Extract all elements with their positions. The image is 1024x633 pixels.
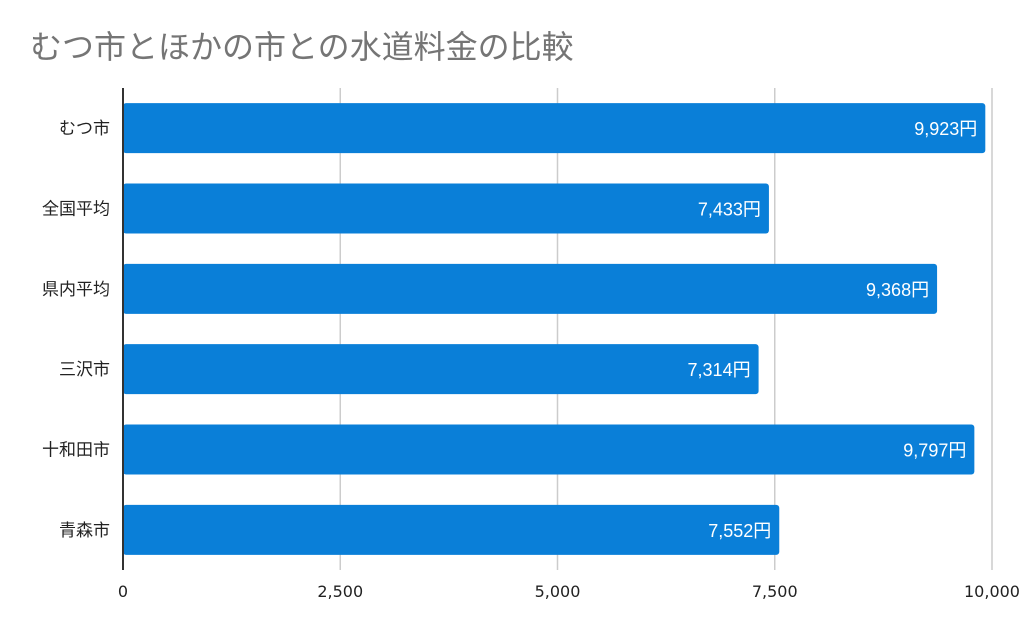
data-label: 7,433円 (698, 200, 761, 220)
data-label: 9,368円 (866, 280, 929, 300)
bar (123, 504, 780, 555)
bar (123, 103, 986, 154)
category-label: 全国平均 (42, 200, 110, 220)
data-label: 9,797円 (903, 441, 966, 461)
x-tick-label: 0 (118, 582, 128, 601)
bar (123, 263, 938, 314)
chart-title: むつ市とほかの市との水道料金の比較 (30, 28, 574, 66)
bars (123, 103, 986, 555)
data-label: 9,923円 (914, 119, 977, 139)
bar (123, 344, 759, 395)
bar (123, 183, 769, 234)
category-label: 三沢市 (59, 360, 110, 380)
x-tick-label: 2,500 (317, 582, 363, 601)
gridlines (339, 88, 993, 570)
category-label: 青森市 (59, 521, 110, 541)
category-label: 県内平均 (42, 280, 110, 300)
x-tick-label: 10,000 (964, 582, 1020, 601)
x-tick-label: 7,500 (752, 582, 798, 601)
data-label: 7,552円 (708, 521, 771, 541)
category-label: 十和田市 (42, 441, 110, 461)
x-tick-label: 5,000 (535, 582, 581, 601)
category-label: むつ市 (59, 119, 110, 139)
data-label: 7,314円 (688, 360, 751, 380)
bar (123, 424, 975, 475)
